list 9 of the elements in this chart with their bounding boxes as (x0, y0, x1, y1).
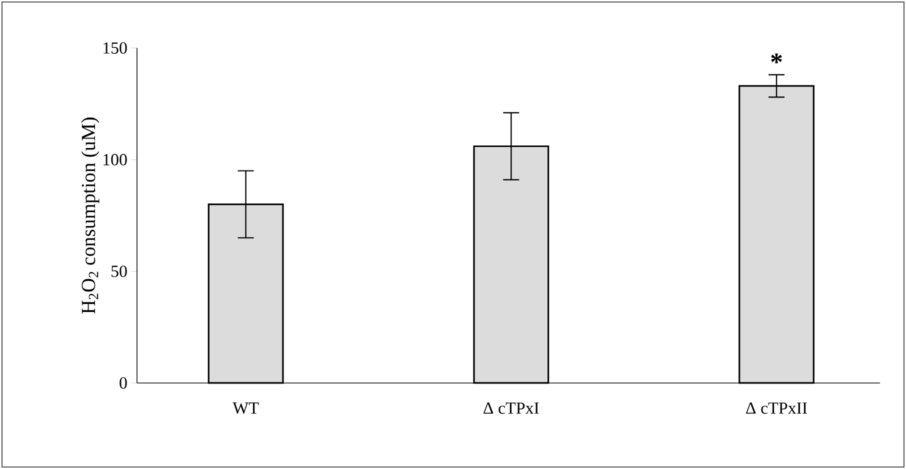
x-tick-label: Δ cTPxI (484, 402, 539, 414)
x-tick-label: Δ cTPxII (746, 402, 808, 414)
y-tick-label: 0 (120, 377, 127, 389)
y-tick-label: 150 (104, 42, 127, 54)
annotation: * (771, 53, 782, 64)
y-tick-label: 50 (112, 266, 127, 278)
x-tick-label: WT (232, 402, 259, 414)
y-tick-label: 100 (104, 154, 127, 166)
y-axis-title: H$_{2}$O$_{2}$ consumption (uM) (81, 118, 100, 314)
